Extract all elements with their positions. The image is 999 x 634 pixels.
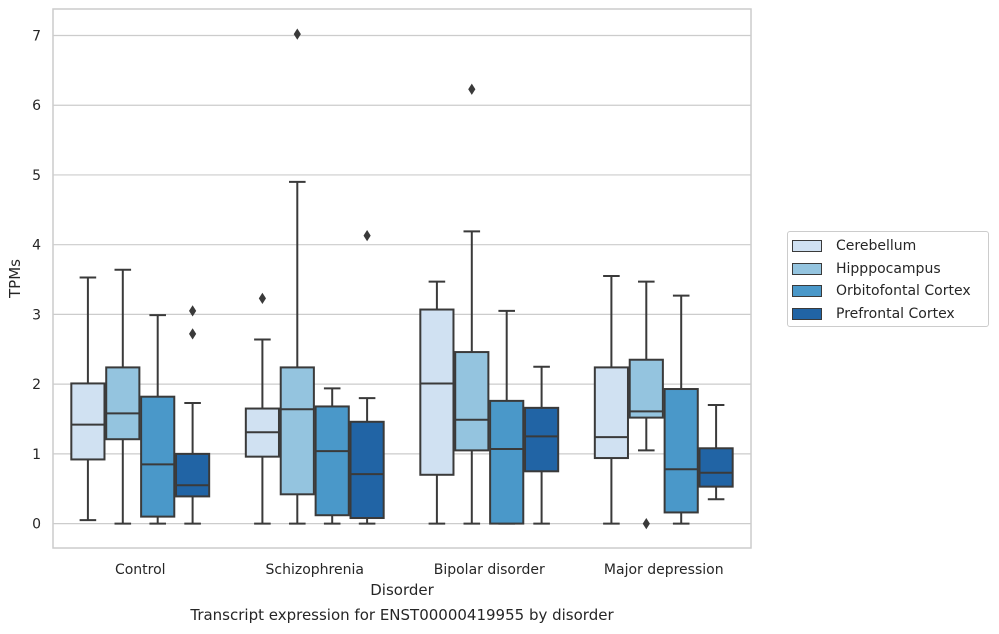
legend-label-prefrontal-cortex: Prefrontal Cortex	[836, 306, 955, 322]
y-tick-label: 1	[32, 447, 41, 463]
outlier-point	[468, 83, 476, 95]
y-tick-label: 2	[32, 377, 41, 393]
y-tick-label: 7	[32, 28, 41, 44]
box-iqr	[454, 351, 490, 452]
legend-label-hippocampus: Hipppocampus	[836, 261, 941, 277]
legend-swatch-prefrontal-cortex	[792, 308, 822, 320]
plot-frame	[52, 8, 752, 549]
box-elements	[70, 28, 734, 530]
x-axis-label: Disorder	[370, 581, 434, 599]
box-iqr	[489, 399, 525, 525]
outlier-point	[293, 28, 301, 40]
box-group	[628, 280, 664, 530]
box-group	[70, 276, 106, 522]
box-group	[349, 229, 385, 525]
box-group	[663, 294, 699, 525]
chart-caption: Transcript expression for ENST0000041995…	[190, 606, 614, 624]
x-tick-label: Bipolar disorder	[434, 562, 545, 578]
y-tick-label: 4	[32, 238, 41, 254]
outlier-point	[258, 292, 266, 304]
box-group	[140, 314, 176, 525]
box-iqr	[419, 308, 455, 476]
box-group	[489, 309, 525, 525]
box-iqr	[349, 420, 385, 520]
tick-labels: 0 1 2 3 4 5 6 7 Control Schizophrenia Bipolar diso…	[32, 28, 724, 578]
box-iqr	[175, 452, 211, 498]
y-tick-label: 0	[32, 517, 41, 533]
legend-swatch-cerebellum	[792, 240, 822, 252]
outlier-point	[363, 229, 371, 242]
box-group	[524, 365, 560, 525]
box-iqr	[524, 406, 560, 473]
y-tick-label: 5	[32, 168, 41, 184]
box-iqr	[698, 447, 734, 488]
box-iqr	[314, 405, 350, 517]
x-tick-label: Schizophrenia	[266, 562, 364, 578]
x-tick-label: Major depression	[604, 562, 724, 578]
outlier-point	[642, 517, 650, 530]
x-tick-label: Control	[115, 562, 166, 578]
legend-item-cerebellum: Cerebellum	[792, 236, 916, 256]
legend-item-hippocampus: Hipppocampus	[792, 259, 941, 279]
box-group	[244, 292, 280, 525]
box-group	[454, 83, 490, 525]
box-iqr	[593, 366, 629, 460]
legend: Cerebellum Hipppocampus Orbitofontal Cor…	[787, 231, 989, 327]
box-iqr	[628, 358, 664, 419]
y-tick-label: 3	[32, 307, 41, 323]
box-group	[314, 387, 350, 525]
legend-item-prefrontal-cortex: Prefrontal Cortex	[792, 304, 955, 324]
box-group	[593, 275, 629, 525]
y-axis-label: TPMs	[6, 259, 24, 299]
outlier-point	[189, 328, 197, 340]
box-iqr	[663, 388, 699, 514]
box-iqr	[105, 366, 141, 441]
box-iqr	[279, 366, 315, 496]
legend-label-cerebellum: Cerebellum	[836, 238, 917, 254]
box-group	[105, 268, 141, 525]
legend-swatch-orbitofrontal-cortex	[792, 285, 822, 297]
legend-swatch-hippocampus	[792, 263, 822, 275]
box-group	[698, 404, 734, 501]
box-iqr	[140, 395, 176, 518]
box-iqr	[70, 382, 106, 461]
y-tick-label: 6	[32, 98, 41, 114]
box-group	[279, 28, 315, 525]
legend-label-orbitofrontal-cortex: Orbitofontal Cortex	[836, 283, 971, 299]
box-group	[175, 305, 211, 525]
outlier-point	[189, 305, 197, 317]
box-group	[419, 280, 455, 525]
legend-item-orbitofrontal-cortex: Orbitofontal Cortex	[792, 281, 971, 301]
